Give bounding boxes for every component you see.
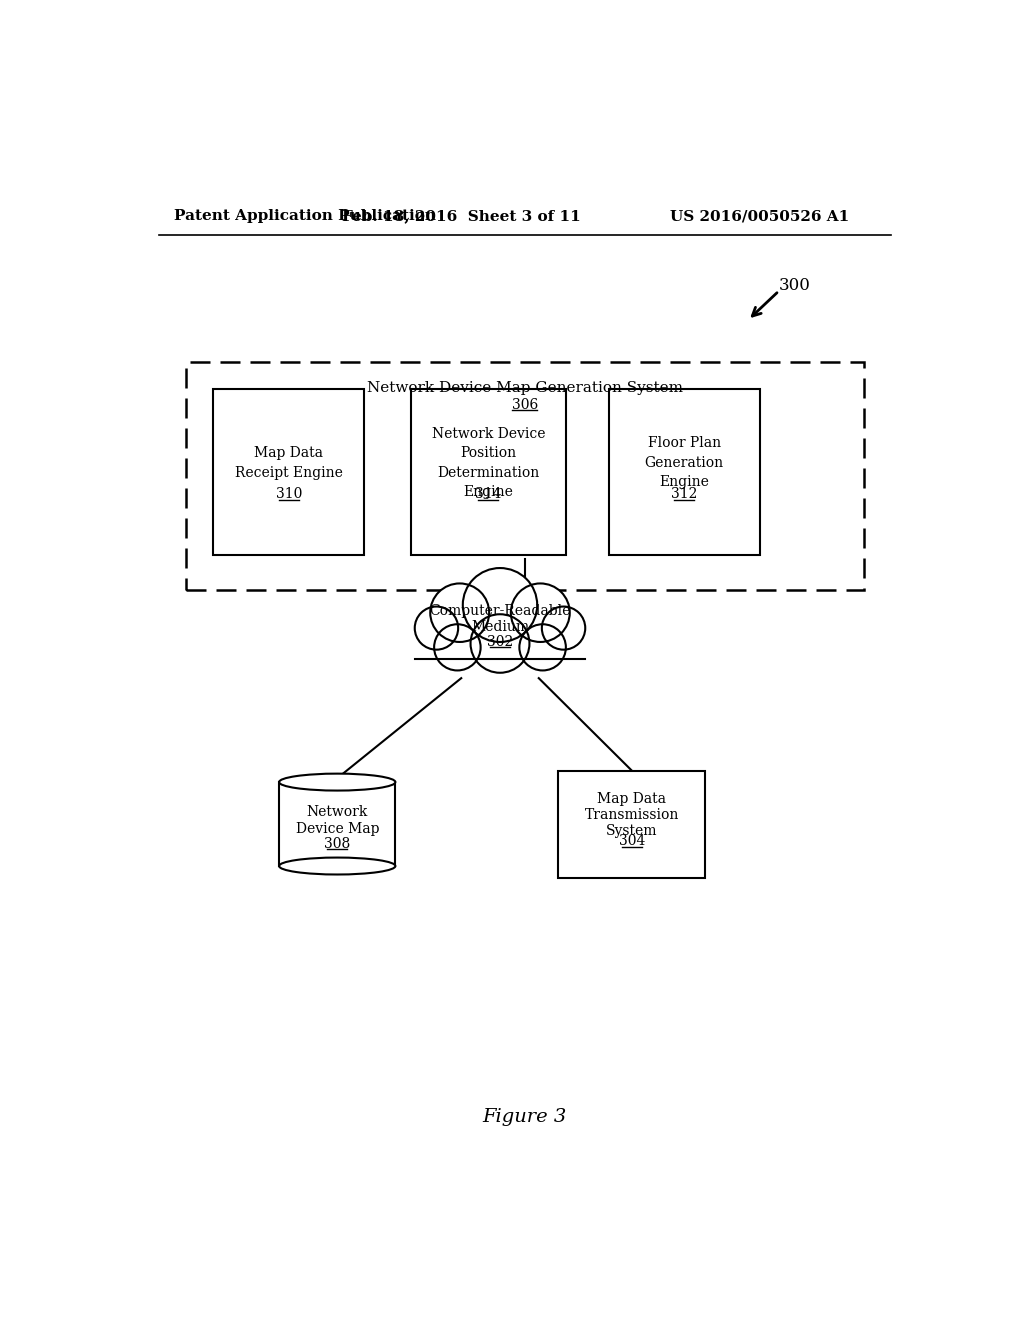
Text: 300: 300 [779,277,811,294]
Circle shape [434,624,480,671]
Text: 314: 314 [475,487,502,500]
Text: 304: 304 [618,834,645,849]
Circle shape [463,568,538,642]
Bar [608,389,760,554]
Bar [186,363,864,590]
Text: 306: 306 [512,397,538,412]
Text: Network
Device Map: Network Device Map [296,805,379,836]
Bar [213,389,365,554]
Text: US 2016/0050526 A1: US 2016/0050526 A1 [670,209,849,223]
Circle shape [471,614,529,673]
Circle shape [542,607,586,649]
Bar [415,628,586,659]
Circle shape [511,583,569,642]
Ellipse shape [280,774,395,791]
Text: Patent Application Publication: Patent Application Publication [174,209,436,223]
Text: Map Data
Receipt Engine: Map Data Receipt Engine [234,446,343,479]
Text: Computer-Readable
Medium: Computer-Readable Medium [429,603,570,634]
Text: 302: 302 [486,635,513,649]
Bar [558,771,706,878]
Text: Feb. 18, 2016  Sheet 3 of 11: Feb. 18, 2016 Sheet 3 of 11 [342,209,581,223]
Text: 310: 310 [275,487,302,500]
Text: Network Device Map Generation System: Network Device Map Generation System [367,381,683,395]
Bar [411,389,566,554]
Circle shape [415,607,458,649]
Bar [280,791,395,875]
Text: 308: 308 [325,837,350,850]
Text: Floor Plan
Generation
Engine: Floor Plan Generation Engine [644,437,724,490]
Text: Map Data
Transmission
System: Map Data Transmission System [585,792,679,838]
Ellipse shape [280,858,395,874]
Text: 312: 312 [671,487,697,500]
Circle shape [519,624,566,671]
Text: Network Device
Position
Determination
Engine: Network Device Position Determination En… [432,426,545,499]
Circle shape [430,583,489,642]
Text: Figure 3: Figure 3 [482,1107,567,1126]
